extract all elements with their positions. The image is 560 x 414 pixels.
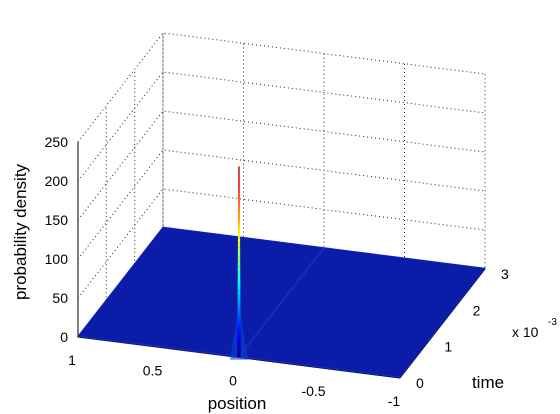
x-tick-label: -0.5 — [301, 383, 325, 399]
z-gridline — [77, 71, 486, 182]
x-tick-label: 0 — [229, 373, 237, 389]
x-tick-label: 1 — [68, 352, 76, 368]
y-axis-multiplier: x 10 — [512, 324, 539, 340]
x-gridline — [238, 53, 325, 358]
z-tick-label: 250 — [45, 134, 69, 150]
z-gridline — [77, 32, 486, 143]
z-tick-label: 200 — [45, 173, 69, 189]
y-tick-label: 1 — [444, 339, 452, 355]
y-tick-label: 3 — [501, 266, 509, 282]
surface-ridge-time — [238, 247, 325, 358]
x-gridline — [319, 63, 405, 369]
y-axis-label: time — [472, 373, 504, 392]
x-axis-label: position — [208, 394, 267, 413]
z-tick-label: 50 — [52, 290, 68, 306]
surface — [77, 226, 486, 378]
y-axis-multiplier-exponent: -3 — [548, 317, 557, 328]
x-gridline — [399, 74, 486, 379]
z-tick-label: 150 — [45, 212, 69, 228]
x-tick-label: 0.5 — [143, 362, 163, 378]
x-gridline — [77, 33, 164, 338]
z-axis-label: probability density — [11, 163, 30, 300]
z-tick-label: 0 — [60, 329, 68, 345]
y-tick-label: 2 — [473, 302, 481, 318]
density-spike — [230, 166, 248, 360]
y-tick-label: 0 — [416, 375, 424, 391]
x-tick-label: -1 — [388, 393, 401, 409]
z-gridline — [77, 110, 486, 221]
z-tick-label: 100 — [45, 251, 69, 267]
x-gridline — [158, 43, 244, 348]
